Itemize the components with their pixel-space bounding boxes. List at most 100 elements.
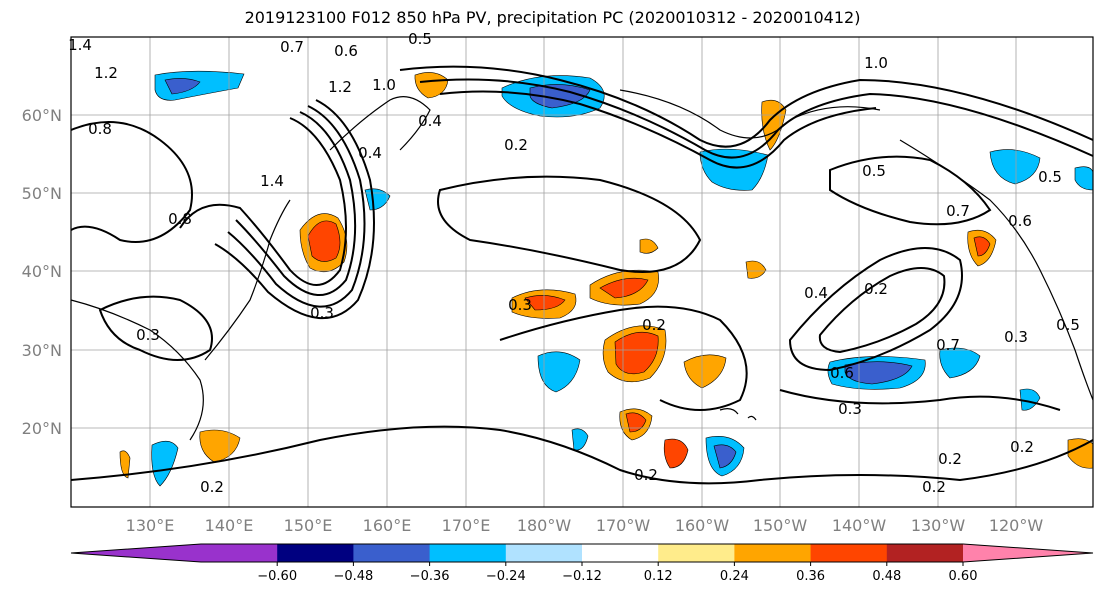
shade-negative-3: [699, 148, 769, 191]
shade-negative-9: [989, 149, 1041, 185]
pv-contour-ocean-1: [437, 175, 702, 273]
shade-positive-4-core: [614, 331, 659, 375]
contour-label: 0.8: [168, 210, 192, 228]
contour-label: 0.8: [88, 120, 112, 138]
shade-negative-11: [1019, 388, 1041, 411]
contour-label: 0.7: [946, 202, 970, 220]
colorbar-tick-label: 0.12: [644, 569, 673, 584]
contour-label: 0.4: [418, 112, 442, 130]
shade-negative-12: [571, 428, 589, 451]
contour-label: 0.2: [1010, 438, 1034, 456]
colorbar-tick-label: −0.24: [486, 569, 526, 584]
pv-contour-closed-3: [829, 155, 992, 226]
pv-contour-ocean-2: [499, 305, 748, 411]
shade-positive-7: [683, 354, 727, 389]
pv-contour-jet-3: [439, 90, 877, 169]
coast-asia: [70, 299, 204, 441]
colorbar-outline: [70, 543, 1094, 563]
shade-negative-1-core: [164, 78, 201, 95]
lat-label: 40°N: [22, 262, 62, 281]
contour-label: 0.2: [504, 136, 528, 154]
colorbar-swatch: [734, 544, 812, 562]
lon-label: 180°W: [517, 516, 572, 535]
shade-negative-7-core: [713, 444, 737, 469]
contour-label: 0.2: [922, 478, 946, 496]
shade-positive-1-core: [307, 220, 341, 262]
pv-contour-jet-1: [399, 65, 1094, 148]
contour-label: 0.3: [838, 400, 862, 418]
contour-label: 1.4: [260, 172, 284, 190]
colorbar-tick-label: −0.48: [333, 569, 373, 584]
contour-label: 0.2: [634, 466, 658, 484]
colorbar-extend-high: [963, 544, 1093, 562]
colorbar-tick-label: −0.12: [562, 569, 602, 584]
colorbar-swatch: [505, 544, 583, 562]
lon-label: 130°E: [126, 516, 175, 535]
pv-contour-closed-1: [788, 247, 963, 372]
map-title: 2019123100 F012 850 hPa PV, precipitatio…: [244, 8, 861, 27]
contour-label: 0.4: [358, 144, 382, 162]
shade-negative-4-core: [844, 361, 913, 385]
map-panel: 0.7 0.60.51.41.20.81.01.20.40.20.41.40.80…: [68, 30, 1094, 508]
coast-japan: [204, 199, 291, 361]
coast-hawaii: [719, 408, 757, 421]
colorbar-swatch: [353, 544, 431, 562]
coastlines: [70, 89, 1094, 441]
colorbar-tick-label: −0.60: [257, 569, 297, 584]
shade-positive-2-core: [524, 295, 566, 311]
shade-positive-11-core: [973, 236, 991, 257]
contour-label: 1.4: [68, 36, 92, 54]
map-frame: [70, 36, 1094, 508]
colorbar-swatch: [582, 544, 659, 562]
shade-positive-5-core: [625, 412, 647, 433]
pv-contour-closed-2: [818, 267, 946, 354]
lon-label: 150°W: [753, 516, 808, 535]
contour-label: 0.7: [280, 38, 304, 56]
shade-negative-6: [537, 351, 581, 393]
shade-negative-5: [939, 347, 981, 379]
colorbar-tick-label: 0.36: [796, 569, 825, 584]
lon-label: 160°W: [675, 516, 730, 535]
pv-contour-trough-2: [235, 111, 357, 296]
shade-positive-6: [663, 438, 689, 469]
shade-positive-9: [414, 72, 449, 99]
lat-label: 20°N: [22, 419, 62, 438]
colorbar-tick-label: −0.36: [410, 569, 450, 584]
contour-label: 0.4: [804, 284, 828, 302]
colorbar-swatch: [810, 544, 888, 562]
contour-label: 0.2: [642, 316, 666, 334]
contour-label: 0.3: [310, 304, 334, 322]
contour-label: 0.6: [1008, 212, 1032, 230]
longitude-labels: 130°E 140°E 150°E 160°E 170°E 180°W 170°W 160°W…: [126, 516, 1044, 535]
lon-label: 170°E: [442, 516, 491, 535]
colorbar-swatch: [658, 544, 735, 562]
shade-positive-13: [745, 260, 767, 279]
lon-label: 130°W: [911, 516, 966, 535]
contour-label: 0.5: [862, 162, 886, 180]
contour-label: 0.6: [830, 364, 854, 382]
pv-contours: [70, 65, 1094, 485]
contour-label: 1.0: [864, 54, 888, 72]
colorbar-swatch: [429, 544, 507, 562]
pv-contour-jet-2: [419, 78, 1094, 159]
contour-label: 1.2: [328, 78, 352, 96]
pv-contour-trough-3: [227, 105, 366, 308]
lat-label: 50°N: [22, 184, 62, 203]
pv-contour-trough-4: [214, 99, 375, 320]
lat-label: 60°N: [22, 106, 62, 125]
colorbar-ticks: −0.60 −0.48 −0.36 −0.24 −0.12 0.12 0.24 0.36 0.4…: [257, 562, 977, 584]
contour-label: 0.2: [200, 478, 224, 496]
shade-positive-8: [199, 429, 241, 463]
contour-label: 0.3: [1004, 328, 1028, 346]
contour-label: 0.2: [864, 280, 888, 298]
shade-positive-15: [119, 450, 131, 479]
colorbar-extend-low: [71, 544, 201, 562]
lon-label: 120°W: [989, 516, 1044, 535]
lon-label: 140°W: [832, 516, 887, 535]
pv-contour-trough-1: [179, 117, 347, 286]
pv-contour-south-1: [70, 425, 1094, 485]
shade-positive-3-core: [599, 277, 649, 299]
colorbar-tick-label: 0.24: [720, 569, 749, 584]
latitude-labels: 60°N 50°N 40°N 30°N 20°N: [22, 106, 62, 438]
